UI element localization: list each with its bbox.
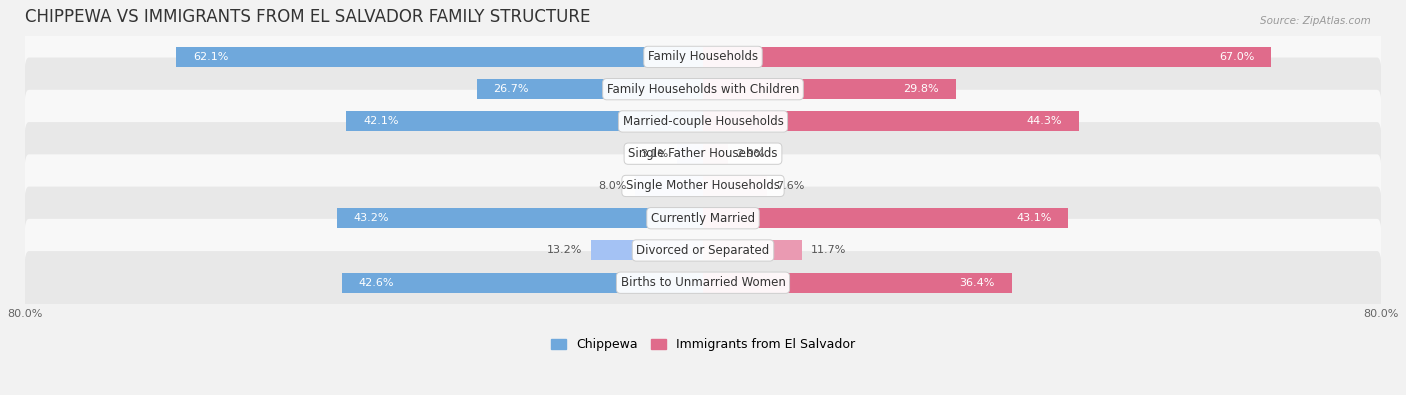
Text: Married-couple Households: Married-couple Households bbox=[623, 115, 783, 128]
Text: Family Households: Family Households bbox=[648, 51, 758, 64]
FancyBboxPatch shape bbox=[25, 122, 1381, 185]
Bar bbox=[703, 79, 956, 99]
Text: Single Mother Households: Single Mother Households bbox=[626, 179, 780, 192]
Bar bbox=[703, 241, 803, 260]
Text: 62.1%: 62.1% bbox=[194, 52, 229, 62]
Text: Single Father Households: Single Father Households bbox=[628, 147, 778, 160]
Text: 26.7%: 26.7% bbox=[494, 84, 529, 94]
Text: Divorced or Separated: Divorced or Separated bbox=[637, 244, 769, 257]
FancyBboxPatch shape bbox=[25, 154, 1381, 218]
Text: CHIPPEWA VS IMMIGRANTS FROM EL SALVADOR FAMILY STRUCTURE: CHIPPEWA VS IMMIGRANTS FROM EL SALVADOR … bbox=[25, 8, 591, 26]
Bar bbox=[636, 176, 703, 196]
Text: 29.8%: 29.8% bbox=[903, 84, 939, 94]
Text: 43.2%: 43.2% bbox=[354, 213, 389, 223]
Text: 2.9%: 2.9% bbox=[737, 149, 765, 159]
Bar bbox=[591, 241, 703, 260]
Bar bbox=[346, 111, 703, 132]
Text: Currently Married: Currently Married bbox=[651, 212, 755, 225]
Text: 8.0%: 8.0% bbox=[599, 181, 627, 191]
Text: 11.7%: 11.7% bbox=[811, 245, 846, 256]
Bar bbox=[703, 47, 1271, 67]
Text: 44.3%: 44.3% bbox=[1026, 117, 1062, 126]
Text: 7.6%: 7.6% bbox=[776, 181, 804, 191]
Text: Source: ZipAtlas.com: Source: ZipAtlas.com bbox=[1260, 16, 1371, 26]
FancyBboxPatch shape bbox=[25, 186, 1381, 250]
Text: 67.0%: 67.0% bbox=[1219, 52, 1254, 62]
Bar bbox=[703, 208, 1069, 228]
Text: 3.1%: 3.1% bbox=[640, 149, 668, 159]
Bar bbox=[477, 79, 703, 99]
FancyBboxPatch shape bbox=[25, 90, 1381, 153]
Text: 43.1%: 43.1% bbox=[1017, 213, 1052, 223]
Bar bbox=[336, 208, 703, 228]
Bar bbox=[676, 144, 703, 164]
Bar bbox=[703, 273, 1012, 293]
Text: Births to Unmarried Women: Births to Unmarried Women bbox=[620, 276, 786, 289]
Bar bbox=[176, 47, 703, 67]
FancyBboxPatch shape bbox=[25, 58, 1381, 121]
FancyBboxPatch shape bbox=[25, 25, 1381, 88]
Bar bbox=[703, 144, 727, 164]
Bar bbox=[703, 111, 1078, 132]
Legend: Chippewa, Immigrants from El Salvador: Chippewa, Immigrants from El Salvador bbox=[547, 333, 859, 356]
Bar bbox=[342, 273, 703, 293]
Text: 42.6%: 42.6% bbox=[359, 278, 394, 288]
Bar bbox=[703, 176, 768, 196]
Text: 42.1%: 42.1% bbox=[363, 117, 398, 126]
Text: 36.4%: 36.4% bbox=[959, 278, 994, 288]
FancyBboxPatch shape bbox=[25, 219, 1381, 282]
Text: 13.2%: 13.2% bbox=[547, 245, 582, 256]
FancyBboxPatch shape bbox=[25, 251, 1381, 314]
Text: Family Households with Children: Family Households with Children bbox=[607, 83, 799, 96]
